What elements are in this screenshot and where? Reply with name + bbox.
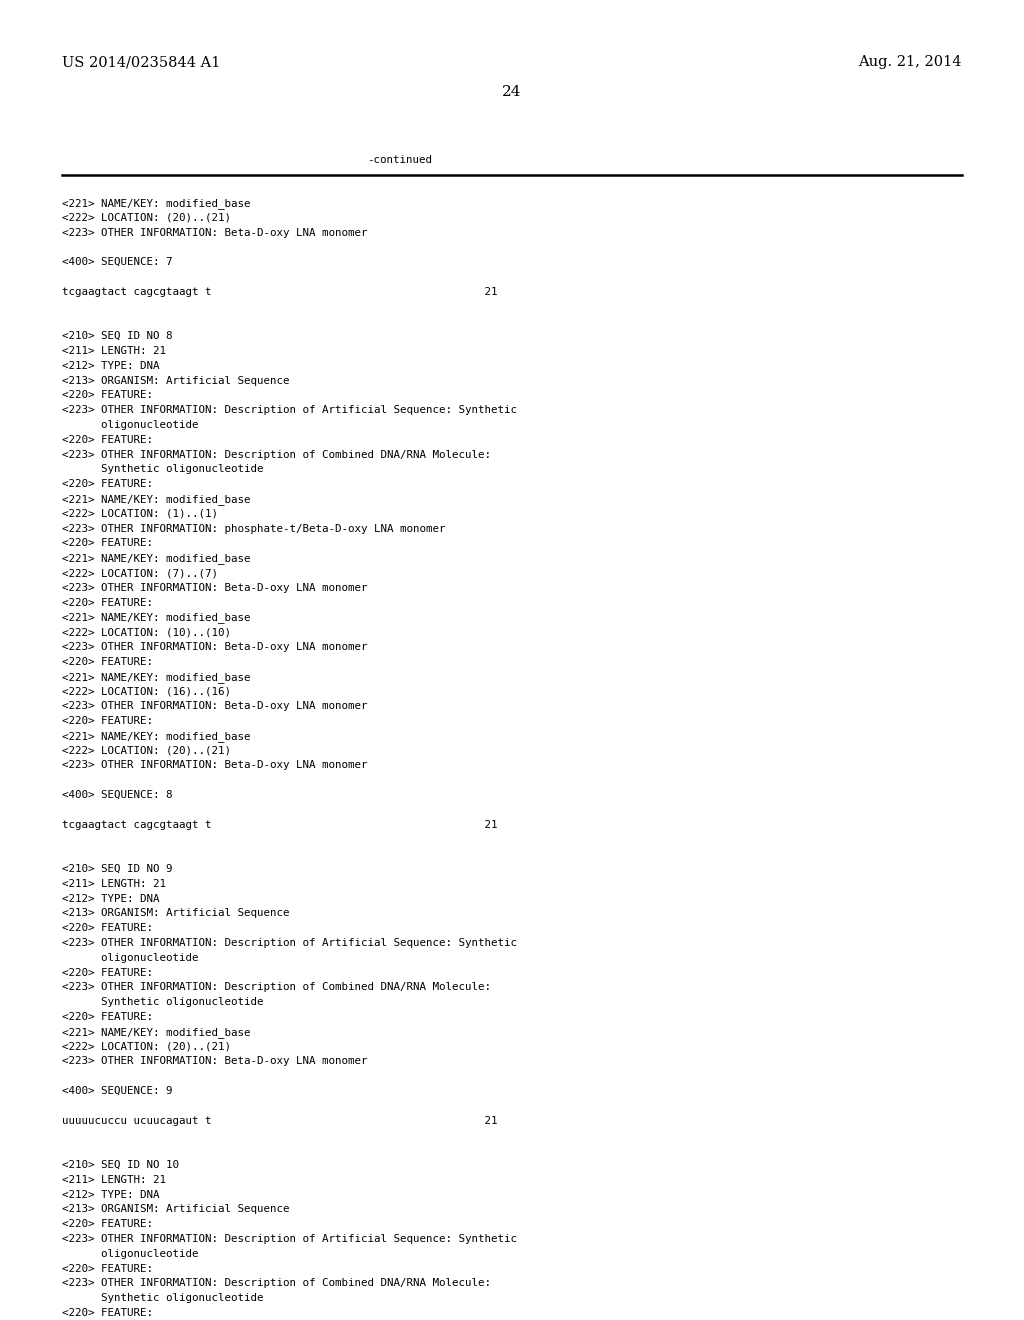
Text: <222> LOCATION: (16)..(16): <222> LOCATION: (16)..(16) (62, 686, 231, 697)
Text: <210> SEQ ID NO 9: <210> SEQ ID NO 9 (62, 865, 172, 874)
Text: tcgaagtact cagcgtaagt t                                          21: tcgaagtact cagcgtaagt t 21 (62, 820, 498, 829)
Text: Synthetic oligonucleotide: Synthetic oligonucleotide (62, 1294, 263, 1303)
Text: <220> FEATURE:: <220> FEATURE: (62, 434, 153, 445)
Text: <220> FEATURE:: <220> FEATURE: (62, 1012, 153, 1022)
Text: oligonucleotide: oligonucleotide (62, 953, 199, 962)
Text: <220> FEATURE:: <220> FEATURE: (62, 479, 153, 490)
Text: <210> SEQ ID NO 10: <210> SEQ ID NO 10 (62, 1160, 179, 1170)
Text: <213> ORGANISM: Artificial Sequence: <213> ORGANISM: Artificial Sequence (62, 908, 290, 919)
Text: oligonucleotide: oligonucleotide (62, 420, 199, 430)
Text: <223> OTHER INFORMATION: Beta-D-oxy LNA monomer: <223> OTHER INFORMATION: Beta-D-oxy LNA … (62, 1056, 368, 1067)
Text: <211> LENGTH: 21: <211> LENGTH: 21 (62, 1175, 166, 1185)
Text: <222> LOCATION: (20)..(21): <222> LOCATION: (20)..(21) (62, 746, 231, 755)
Text: <222> LOCATION: (1)..(1): <222> LOCATION: (1)..(1) (62, 508, 218, 519)
Text: <221> NAME/KEY: modified_base: <221> NAME/KEY: modified_base (62, 553, 251, 564)
Text: <223> OTHER INFORMATION: Description of Combined DNA/RNA Molecule:: <223> OTHER INFORMATION: Description of … (62, 450, 490, 459)
Text: US 2014/0235844 A1: US 2014/0235844 A1 (62, 55, 220, 69)
Text: <223> OTHER INFORMATION: Beta-D-oxy LNA monomer: <223> OTHER INFORMATION: Beta-D-oxy LNA … (62, 642, 368, 652)
Text: <211> LENGTH: 21: <211> LENGTH: 21 (62, 346, 166, 356)
Text: <220> FEATURE:: <220> FEATURE: (62, 539, 153, 548)
Text: <222> LOCATION: (20)..(21): <222> LOCATION: (20)..(21) (62, 213, 231, 223)
Text: <210> SEQ ID NO 8: <210> SEQ ID NO 8 (62, 331, 172, 341)
Text: <222> LOCATION: (10)..(10): <222> LOCATION: (10)..(10) (62, 627, 231, 638)
Text: <211> LENGTH: 21: <211> LENGTH: 21 (62, 879, 166, 888)
Text: <220> FEATURE:: <220> FEATURE: (62, 968, 153, 978)
Text: <223> OTHER INFORMATION: Description of Combined DNA/RNA Molecule:: <223> OTHER INFORMATION: Description of … (62, 982, 490, 993)
Text: <223> OTHER INFORMATION: Beta-D-oxy LNA monomer: <223> OTHER INFORMATION: Beta-D-oxy LNA … (62, 583, 368, 593)
Text: <221> NAME/KEY: modified_base: <221> NAME/KEY: modified_base (62, 612, 251, 623)
Text: 24: 24 (502, 84, 522, 99)
Text: tcgaagtact cagcgtaagt t                                          21: tcgaagtact cagcgtaagt t 21 (62, 286, 498, 297)
Text: <220> FEATURE:: <220> FEATURE: (62, 598, 153, 607)
Text: <223> OTHER INFORMATION: Description of Artificial Sequence: Synthetic: <223> OTHER INFORMATION: Description of … (62, 939, 517, 948)
Text: <220> FEATURE:: <220> FEATURE: (62, 1263, 153, 1274)
Text: <220> FEATURE:: <220> FEATURE: (62, 657, 153, 667)
Text: <220> FEATURE:: <220> FEATURE: (62, 391, 153, 400)
Text: Aug. 21, 2014: Aug. 21, 2014 (858, 55, 962, 69)
Text: <223> OTHER INFORMATION: phosphate-t/Beta-D-oxy LNA monomer: <223> OTHER INFORMATION: phosphate-t/Bet… (62, 524, 445, 533)
Text: <400> SEQUENCE: 7: <400> SEQUENCE: 7 (62, 257, 172, 267)
Text: -continued: -continued (368, 154, 432, 165)
Text: <220> FEATURE:: <220> FEATURE: (62, 1220, 153, 1229)
Text: <223> OTHER INFORMATION: Description of Artificial Sequence: Synthetic: <223> OTHER INFORMATION: Description of … (62, 1234, 517, 1243)
Text: <221> NAME/KEY: modified_base: <221> NAME/KEY: modified_base (62, 731, 251, 742)
Text: <213> ORGANISM: Artificial Sequence: <213> ORGANISM: Artificial Sequence (62, 376, 290, 385)
Text: <220> FEATURE:: <220> FEATURE: (62, 1308, 153, 1317)
Text: <213> ORGANISM: Artificial Sequence: <213> ORGANISM: Artificial Sequence (62, 1204, 290, 1214)
Text: <223> OTHER INFORMATION: Description of Combined DNA/RNA Molecule:: <223> OTHER INFORMATION: Description of … (62, 1278, 490, 1288)
Text: <223> OTHER INFORMATION: Beta-D-oxy LNA monomer: <223> OTHER INFORMATION: Beta-D-oxy LNA … (62, 227, 368, 238)
Text: <400> SEQUENCE: 8: <400> SEQUENCE: 8 (62, 789, 172, 800)
Text: <221> NAME/KEY: modified_base: <221> NAME/KEY: modified_base (62, 1027, 251, 1038)
Text: <223> OTHER INFORMATION: Beta-D-oxy LNA monomer: <223> OTHER INFORMATION: Beta-D-oxy LNA … (62, 701, 368, 711)
Text: <212> TYPE: DNA: <212> TYPE: DNA (62, 894, 160, 904)
Text: <222> LOCATION: (20)..(21): <222> LOCATION: (20)..(21) (62, 1041, 231, 1052)
Text: uuuuucuccu ucuucagaut t                                          21: uuuuucuccu ucuucagaut t 21 (62, 1115, 498, 1126)
Text: Synthetic oligonucleotide: Synthetic oligonucleotide (62, 997, 263, 1007)
Text: <220> FEATURE:: <220> FEATURE: (62, 923, 153, 933)
Text: <212> TYPE: DNA: <212> TYPE: DNA (62, 360, 160, 371)
Text: <223> OTHER INFORMATION: Description of Artificial Sequence: Synthetic: <223> OTHER INFORMATION: Description of … (62, 405, 517, 416)
Text: <221> NAME/KEY: modified_base: <221> NAME/KEY: modified_base (62, 198, 251, 209)
Text: oligonucleotide: oligonucleotide (62, 1249, 199, 1259)
Text: <220> FEATURE:: <220> FEATURE: (62, 715, 153, 726)
Text: <221> NAME/KEY: modified_base: <221> NAME/KEY: modified_base (62, 672, 251, 682)
Text: <223> OTHER INFORMATION: Beta-D-oxy LNA monomer: <223> OTHER INFORMATION: Beta-D-oxy LNA … (62, 760, 368, 771)
Text: <221> NAME/KEY: modified_base: <221> NAME/KEY: modified_base (62, 494, 251, 506)
Text: <222> LOCATION: (7)..(7): <222> LOCATION: (7)..(7) (62, 568, 218, 578)
Text: <400> SEQUENCE: 9: <400> SEQUENCE: 9 (62, 1086, 172, 1096)
Text: <212> TYPE: DNA: <212> TYPE: DNA (62, 1189, 160, 1200)
Text: Synthetic oligonucleotide: Synthetic oligonucleotide (62, 465, 263, 474)
